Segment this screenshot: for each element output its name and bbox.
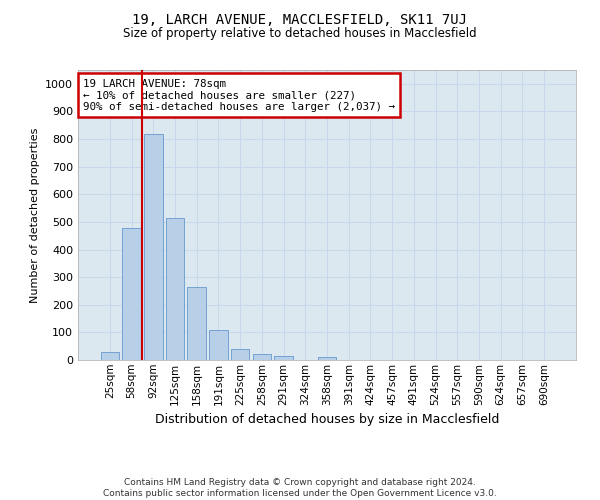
Bar: [231, 349, 250, 360]
Text: 19, LARCH AVENUE, MACCLESFIELD, SK11 7UJ: 19, LARCH AVENUE, MACCLESFIELD, SK11 7UJ: [133, 12, 467, 26]
Bar: [209, 330, 227, 360]
X-axis label: Distribution of detached houses by size in Macclesfield: Distribution of detached houses by size …: [155, 413, 499, 426]
Text: 19 LARCH AVENUE: 78sqm
← 10% of detached houses are smaller (227)
90% of semi-de: 19 LARCH AVENUE: 78sqm ← 10% of detached…: [83, 78, 395, 112]
Bar: [122, 228, 141, 360]
Text: Size of property relative to detached houses in Macclesfield: Size of property relative to detached ho…: [123, 28, 477, 40]
Bar: [187, 287, 206, 360]
Bar: [274, 356, 293, 360]
Bar: [253, 354, 271, 360]
Bar: [166, 218, 184, 360]
Bar: [101, 352, 119, 360]
Text: Contains HM Land Registry data © Crown copyright and database right 2024.
Contai: Contains HM Land Registry data © Crown c…: [103, 478, 497, 498]
Bar: [144, 134, 163, 360]
Bar: [318, 357, 336, 360]
Y-axis label: Number of detached properties: Number of detached properties: [29, 128, 40, 302]
